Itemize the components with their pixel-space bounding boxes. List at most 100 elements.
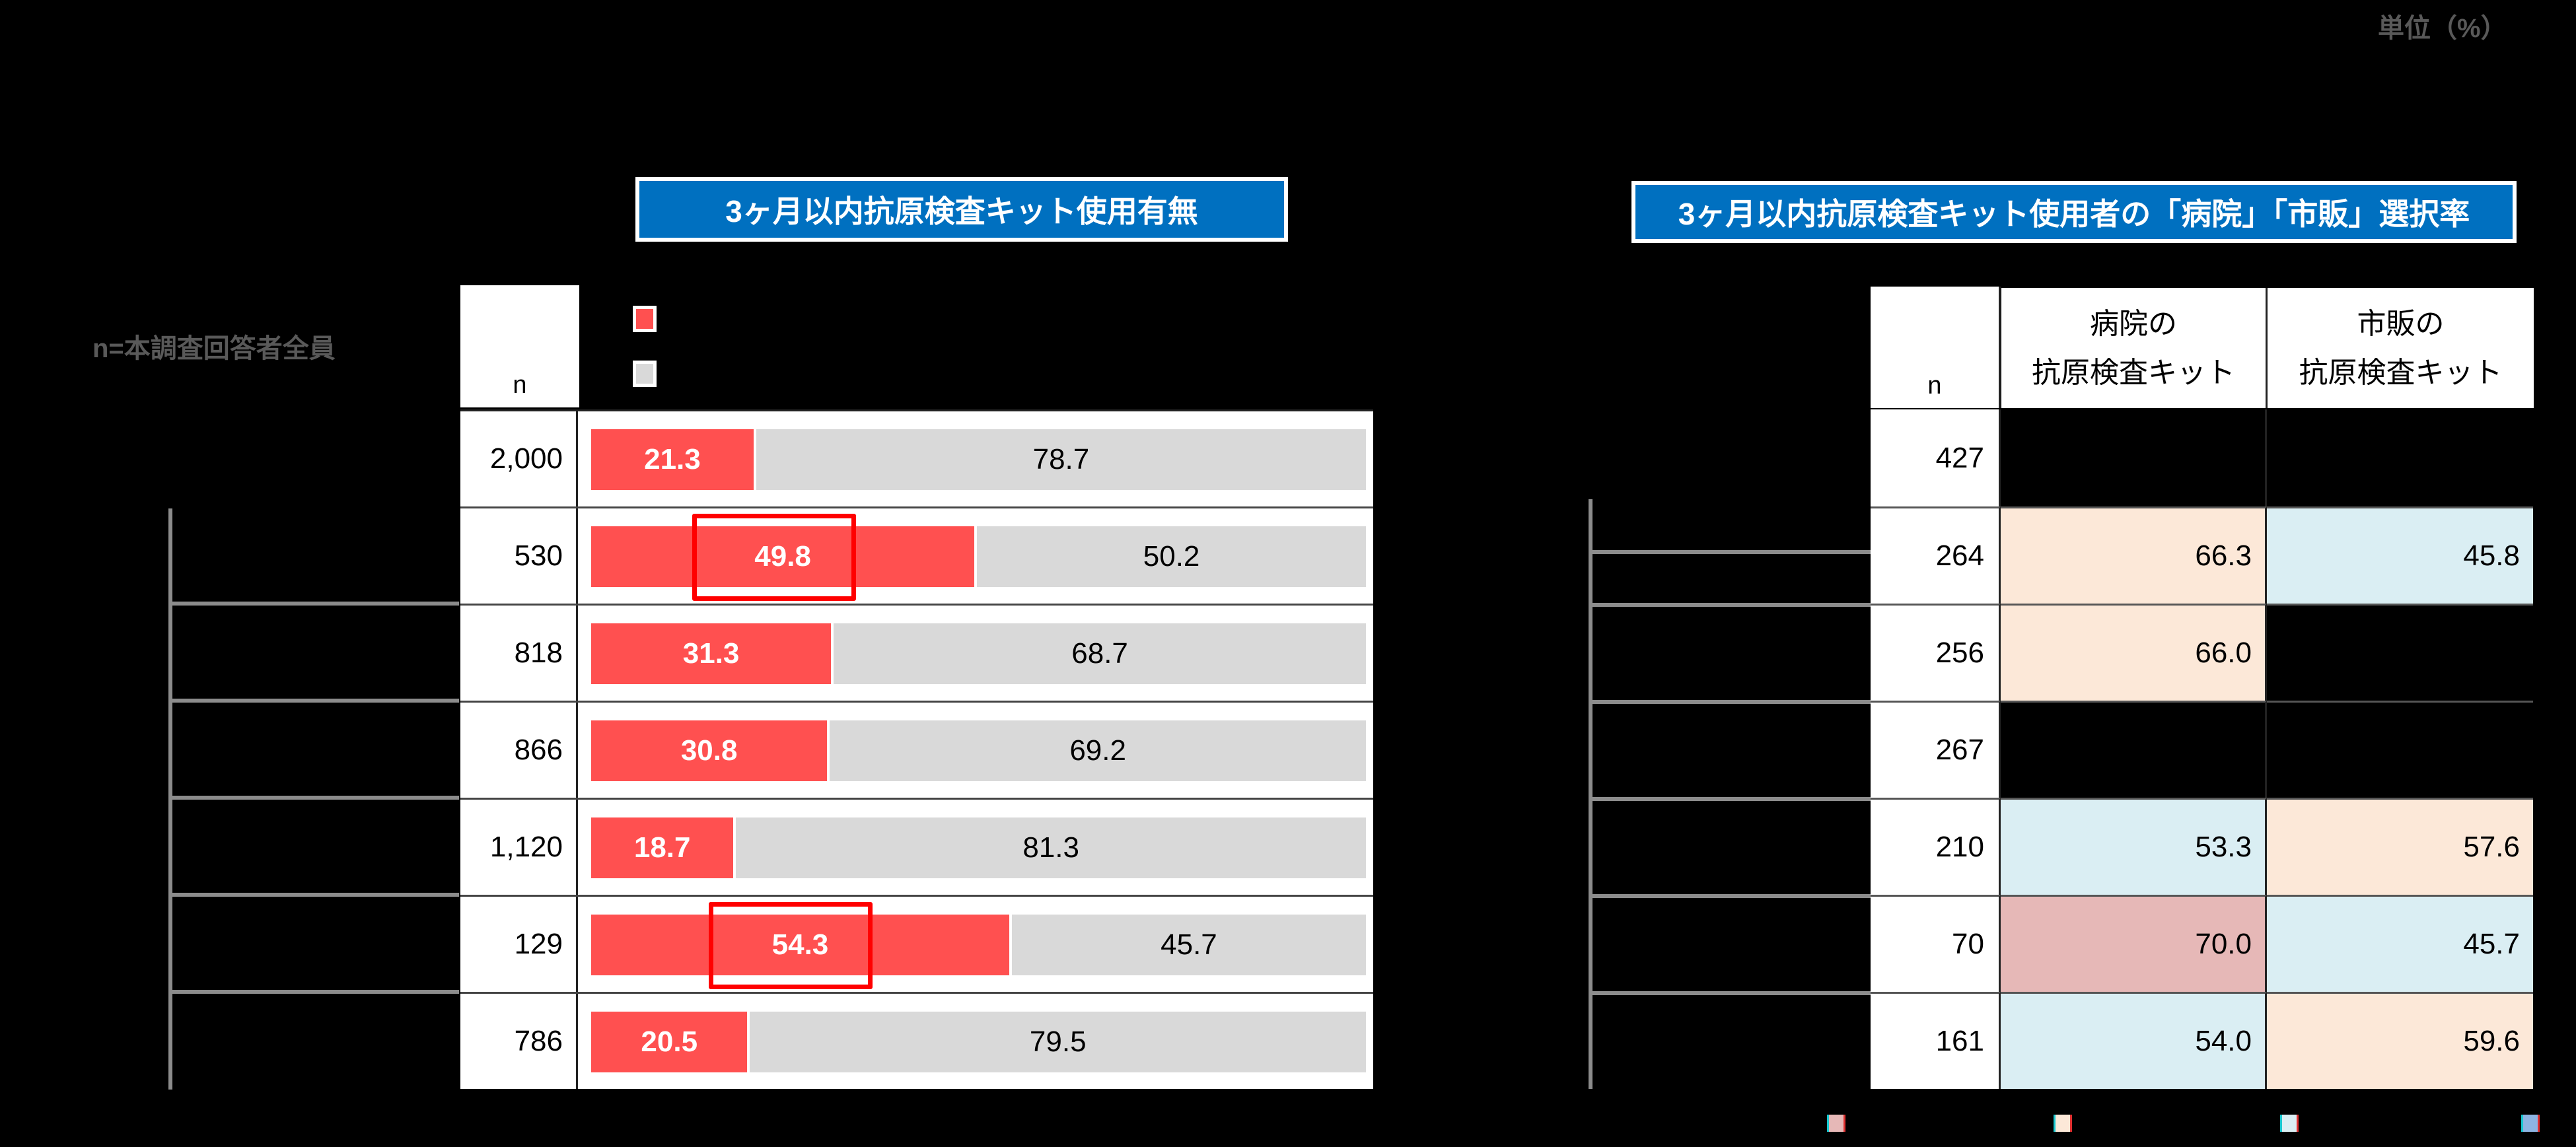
retail-kit-header-line2: 抗原検査キット xyxy=(2299,357,2503,389)
n-value: 818 xyxy=(460,606,578,701)
bar-segment-not-used: 69.2 xyxy=(830,720,1366,781)
table-row: 70 70.0 45.7 xyxy=(1871,895,2534,992)
left-bracket-divider xyxy=(170,893,459,897)
right-bracket-divider xyxy=(1591,894,1871,898)
right-panel-title: 3ヶ月以内抗原検査キット使用者の「病院」「市販」選択率 xyxy=(1631,181,2517,243)
color-legend-item xyxy=(1827,1115,1845,1132)
hospital-rate-cell: 53.3 xyxy=(2001,798,2267,895)
n-value: 786 xyxy=(460,994,578,1089)
table-row: 210 53.3 57.6 xyxy=(1871,798,2534,895)
table-row: 129 54.3 45.7 xyxy=(460,895,1373,992)
left-bracket-divider xyxy=(170,796,459,800)
n-value: 530 xyxy=(460,508,578,604)
color-legend-item xyxy=(2280,1115,2299,1132)
legend-item-not-used xyxy=(633,361,670,387)
legend-item-used xyxy=(633,306,670,332)
right-bracket-divider xyxy=(1591,991,1871,995)
hospital-rate-cell: 66.0 xyxy=(2001,604,2267,701)
table-row: 786 20.5 79.5 xyxy=(460,992,1373,1089)
legend-swatch-blue xyxy=(2521,1115,2540,1132)
n-value: 2,000 xyxy=(460,411,578,506)
hospital-kit-header-line2: 抗原検査キット xyxy=(2032,357,2235,389)
scope-note: n=本調査回答者全員 xyxy=(92,334,336,363)
table-row: 267 xyxy=(1871,701,2534,798)
table-row: 256 66.0 xyxy=(1871,604,2534,701)
right-bracket-divider xyxy=(1591,603,1871,607)
right-n-header: n xyxy=(1871,287,2001,408)
highlight-box xyxy=(692,514,856,601)
right-panel-title-text: 3ヶ月以内抗原検査キット使用者の「病院」「市販」選択率 xyxy=(1678,197,2470,231)
selection-rate-table: 427 264 66.3 45.8 256 66.0 267 210 53.3 … xyxy=(1871,409,2534,1089)
table-row: 264 66.3 45.8 xyxy=(1871,506,2534,604)
n-value: 210 xyxy=(1871,798,2001,895)
color-legend-item xyxy=(2054,1115,2072,1132)
bar-segment-not-used: 68.7 xyxy=(834,623,1366,684)
stacked-bar: 49.8 50.2 xyxy=(591,526,1366,587)
highlight-box xyxy=(709,902,873,989)
legend-swatch-not-used xyxy=(633,361,657,387)
stacked-bar: 21.3 78.7 xyxy=(591,429,1366,490)
left-panel-title: 3ヶ月以内抗原検査キット使用有無 xyxy=(635,177,1288,242)
n-value: 70 xyxy=(1871,895,2001,992)
left-n-header: n xyxy=(460,285,579,407)
bar-segment-not-used: 50.2 xyxy=(977,526,1366,587)
table-row: 818 31.3 68.7 xyxy=(460,604,1373,701)
hospital-rate-cell: 66.3 xyxy=(2001,506,2267,604)
left-n-header-text: n xyxy=(513,371,527,399)
bar-segment-used: 31.3 xyxy=(591,623,834,684)
retail-rate-cell: 57.6 xyxy=(2267,798,2533,895)
retail-kit-header: 市販の 抗原検査キット xyxy=(2268,288,2534,408)
bar-segment-used: 54.3 xyxy=(591,915,1012,975)
left-panel-title-text: 3ヶ月以内抗原検査キット使用有無 xyxy=(725,194,1198,228)
n-value: 267 xyxy=(1871,701,2001,798)
right-n-header-text: n xyxy=(1927,372,1942,400)
n-value: 264 xyxy=(1871,506,2001,604)
table-row: 866 30.8 69.2 xyxy=(460,701,1373,798)
hospital-rate-cell: 70.0 xyxy=(2001,895,2267,992)
stacked-bar: 20.5 79.5 xyxy=(591,1012,1366,1072)
retail-rate-cell: 59.6 xyxy=(2267,992,2533,1089)
color-legend-item xyxy=(2521,1115,2540,1132)
retail-rate-cell: 45.8 xyxy=(2267,506,2533,604)
table-row: 530 49.8 50.2 xyxy=(460,506,1373,604)
bar-segment-not-used: 79.5 xyxy=(750,1012,1366,1072)
bar-segment-used: 21.3 xyxy=(591,429,756,490)
retail-rate-cell: 45.7 xyxy=(2267,895,2533,992)
right-bracket-divider xyxy=(1591,700,1871,704)
bar-segment-not-used: 78.7 xyxy=(756,429,1366,490)
hospital-rate-cell xyxy=(2001,409,2267,506)
legend-swatch-peach xyxy=(2054,1115,2072,1132)
hospital-kit-header: 病院の 抗原検査キット xyxy=(2001,288,2268,408)
retail-rate-cell xyxy=(2267,409,2533,506)
stacked-bar: 31.3 68.7 xyxy=(591,623,1366,684)
unit-label: 単位（%） xyxy=(2378,14,2507,43)
n-value: 866 xyxy=(460,703,578,798)
hospital-rate-cell: 54.0 xyxy=(2001,992,2267,1089)
table-row: 161 54.0 59.6 xyxy=(1871,992,2534,1089)
legend-swatch-light-blue xyxy=(2280,1115,2299,1132)
bar-segment-used: 49.8 xyxy=(591,526,978,587)
right-group-bracket xyxy=(1589,499,1592,1089)
n-value: 427 xyxy=(1871,409,2001,506)
left-bracket-divider xyxy=(170,699,459,703)
legend-swatch-pink xyxy=(1827,1115,1845,1132)
retail-kit-header-line1: 市販の xyxy=(2357,308,2445,340)
n-value: 1,120 xyxy=(460,800,578,895)
usage-bar-table: 2,000 21.3 78.7 530 49.8 50.2 818 31.3 6… xyxy=(460,409,1373,1089)
hospital-kit-header-line1: 病院の xyxy=(2090,308,2177,340)
bar-segment-not-used: 45.7 xyxy=(1011,915,1366,975)
n-value: 256 xyxy=(1871,604,2001,701)
table-row: 2,000 21.3 78.7 xyxy=(460,409,1373,506)
left-bracket-divider xyxy=(170,602,459,606)
right-bracket-divider xyxy=(1591,550,1871,554)
bar-segment-not-used: 81.3 xyxy=(736,817,1366,878)
bar-segment-used: 20.5 xyxy=(591,1012,750,1072)
n-value: 161 xyxy=(1871,992,2001,1089)
right-bracket-divider xyxy=(1591,797,1871,801)
legend-swatch-used xyxy=(633,306,657,332)
stacked-bar: 18.7 81.3 xyxy=(591,817,1366,878)
stacked-bar: 30.8 69.2 xyxy=(591,720,1366,781)
retail-rate-cell xyxy=(2267,701,2533,798)
n-value: 129 xyxy=(460,897,578,992)
table-row: 1,120 18.7 81.3 xyxy=(460,798,1373,895)
